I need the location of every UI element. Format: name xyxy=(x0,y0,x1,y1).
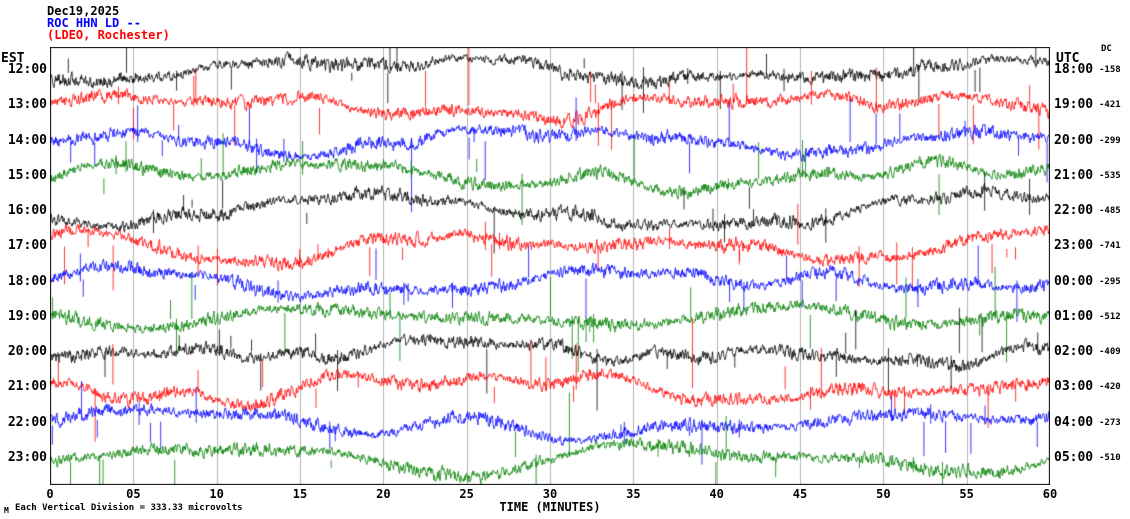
dc-offset-value: -421 xyxy=(1099,100,1121,111)
x-axis-tick-label: 60 xyxy=(1042,487,1058,501)
est-time-label: 16:00 xyxy=(7,203,47,219)
est-time-label: 22:00 xyxy=(7,414,47,430)
x-axis-tick-label: 55 xyxy=(959,487,974,501)
x-axis-tick-label: 30 xyxy=(542,487,558,501)
x-axis-tick-label: 50 xyxy=(876,487,891,501)
dc-offset-value: -485 xyxy=(1099,206,1121,217)
utc-time-label: 00:00 xyxy=(1054,273,1094,289)
est-time-label: 23:00 xyxy=(7,449,47,465)
x-axis-tick-label: 40 xyxy=(709,487,724,501)
dc-offset-value: -510 xyxy=(1099,452,1121,463)
utc-time-label: 01:00 xyxy=(1054,308,1094,324)
x-axis-tick-label: 20 xyxy=(376,487,391,501)
utc-time-label: 04:00 xyxy=(1054,414,1094,430)
dc-offset-value: -535 xyxy=(1099,170,1121,181)
seismogram-plot-area xyxy=(50,47,1050,485)
vertical-division-scale-note: Each Vertical Division = 333.33 microvol… xyxy=(15,503,243,513)
utc-time-label: 05:00 xyxy=(1054,449,1094,465)
dc-offset-value: -158 xyxy=(1099,65,1121,75)
dc-axis-label: DC xyxy=(1101,44,1112,54)
dc-offset-value: -273 xyxy=(1099,417,1121,428)
header-station-location: (LDEO, Rochester) xyxy=(47,28,170,42)
x-axis-tick-label: 35 xyxy=(626,487,641,501)
est-time-label: 14:00 xyxy=(7,132,47,148)
dc-offset-value: -741 xyxy=(1099,241,1121,252)
x-axis-tick-label: 10 xyxy=(209,487,224,501)
utc-time-label: 22:00 xyxy=(1054,203,1094,219)
utc-time-label: 23:00 xyxy=(1054,238,1094,254)
est-time-label: 17:00 xyxy=(7,238,47,254)
est-time-label: 12:00 xyxy=(7,62,47,77)
utc-time-label: 18:00 xyxy=(1054,62,1094,77)
right-axis-label-utc: UTC xyxy=(1056,51,1080,66)
header-station-code: ROC HHN LD -- xyxy=(47,16,141,30)
est-time-label: 18:00 xyxy=(7,273,47,289)
utc-time-label: 19:00 xyxy=(1054,97,1094,113)
est-time-label: 20:00 xyxy=(7,344,47,360)
utc-time-label: 20:00 xyxy=(1054,132,1094,148)
seismogram-traces-canvas xyxy=(50,47,1050,485)
dc-offset-value: -299 xyxy=(1099,135,1121,146)
est-time-label: 21:00 xyxy=(7,379,47,395)
x-axis-tick-label: 25 xyxy=(459,487,474,501)
x-axis-tick-label: 0 xyxy=(46,487,54,501)
dc-offset-value: -409 xyxy=(1099,347,1121,358)
est-time-label: 13:00 xyxy=(7,97,47,113)
x-axis-tick-label: 15 xyxy=(292,487,308,501)
utc-time-label: 02:00 xyxy=(1054,344,1094,360)
utc-time-label: 21:00 xyxy=(1054,167,1094,183)
est-time-label: 19:00 xyxy=(7,308,47,324)
dc-offset-value: -512 xyxy=(1099,311,1121,322)
corner-glyph: M xyxy=(4,506,9,515)
x-axis-tick-label: 45 xyxy=(792,487,808,501)
dc-offset-value: -295 xyxy=(1099,276,1121,287)
header-date: Dec19,2025 xyxy=(47,4,120,18)
left-axis-label-est: EST xyxy=(1,51,25,66)
x-axis-title: TIME (MINUTES) xyxy=(499,500,601,514)
utc-time-label: 03:00 xyxy=(1054,379,1094,395)
dc-offset-value: -420 xyxy=(1099,382,1121,393)
est-time-label: 15:00 xyxy=(7,167,47,183)
x-axis-tick-label: 05 xyxy=(126,487,141,501)
